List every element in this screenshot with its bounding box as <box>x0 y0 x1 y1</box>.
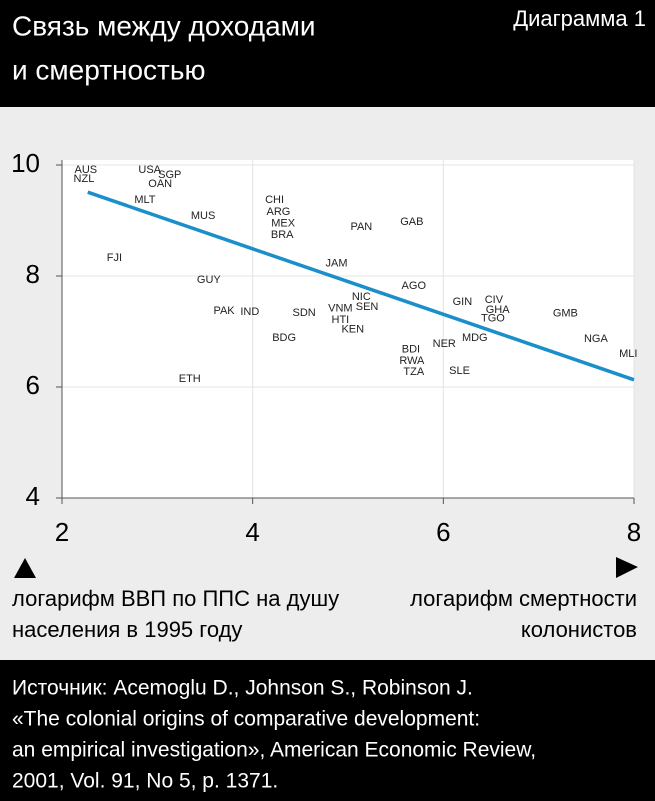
point-label: BDG <box>272 332 296 344</box>
y-arrow <box>14 558 36 578</box>
source: Источник: Acemoglu D., Johnson S., Robin… <box>12 677 473 700</box>
point-label: GHA <box>486 304 511 316</box>
chart-title: и смертностью <box>12 54 205 85</box>
point-label: VNM <box>328 303 352 315</box>
source: an empirical investigation», American Ec… <box>12 739 536 762</box>
point-label: FJI <box>107 252 122 264</box>
y-tick-label: 10 <box>11 148 40 178</box>
point-label: TGO <box>481 313 505 325</box>
point-label: MDG <box>462 332 488 344</box>
point-label: NER <box>433 338 456 350</box>
point-label: MEX <box>271 218 296 230</box>
point-label: AGO <box>402 280 427 292</box>
point-label: GAB <box>400 216 423 228</box>
y-axis-label: логарифм ВВП по ППС на душу <box>12 586 339 611</box>
x-arrow <box>616 557 638 578</box>
point-label: MLT <box>134 194 155 206</box>
point-label: CIV <box>485 294 504 306</box>
point-label: BRA <box>271 229 294 241</box>
point-label: IND <box>240 306 259 318</box>
point-label: USA <box>138 164 161 176</box>
footer <box>0 660 655 801</box>
source: «The colonial origins of comparative dev… <box>12 708 480 731</box>
y-axis-label: населения в 1995 году <box>12 617 242 642</box>
chart-title: Связь между доходами <box>12 10 316 41</box>
point-label: ETH <box>179 373 201 385</box>
point-label: HTI <box>332 314 350 326</box>
source: 2001, Vol. 91, No 5, p. 1371. <box>12 770 278 793</box>
point-label: ARG <box>266 206 290 218</box>
point-label: GUY <box>197 274 222 286</box>
point-label: JAM <box>326 258 348 270</box>
point-label: SGP <box>158 169 181 181</box>
point-label: MLI <box>619 348 637 360</box>
point-label: BDI <box>402 344 420 356</box>
point-label: SLE <box>449 365 470 377</box>
x-tick-label: 8 <box>627 517 641 547</box>
point-label: NIC <box>352 291 371 303</box>
point-label: NGA <box>584 333 609 345</box>
point-label: PAK <box>213 305 235 317</box>
x-tick-label: 2 <box>55 517 69 547</box>
point-label: SEN <box>356 301 379 313</box>
point-label: SDN <box>293 307 316 319</box>
point-label: GMB <box>553 308 578 320</box>
point-label: GIN <box>453 296 473 308</box>
trend-line <box>87 190 635 382</box>
point-label: AUS <box>75 164 98 176</box>
point-label: TZA <box>403 366 424 378</box>
point-label: CHI <box>265 194 284 206</box>
y-tick-label: 4 <box>26 481 40 511</box>
point-label: NZL <box>74 173 95 185</box>
point-label: OAN <box>148 178 172 190</box>
x-axis-label: колонистов <box>521 617 637 642</box>
x-tick-label: 6 <box>436 517 450 547</box>
x-axis-label: логарифм смертности <box>410 586 637 611</box>
chart-subtitle: Диаграмма 1 <box>513 6 646 31</box>
y-tick-label: 6 <box>26 370 40 400</box>
header <box>0 0 655 107</box>
point-label: KEN <box>341 324 364 336</box>
point-label: RWA <box>399 355 425 367</box>
x-tick-label: 4 <box>245 517 259 547</box>
y-tick-label: 8 <box>26 259 40 289</box>
point-label: MUS <box>191 210 215 222</box>
point-label: PAN <box>350 221 372 233</box>
